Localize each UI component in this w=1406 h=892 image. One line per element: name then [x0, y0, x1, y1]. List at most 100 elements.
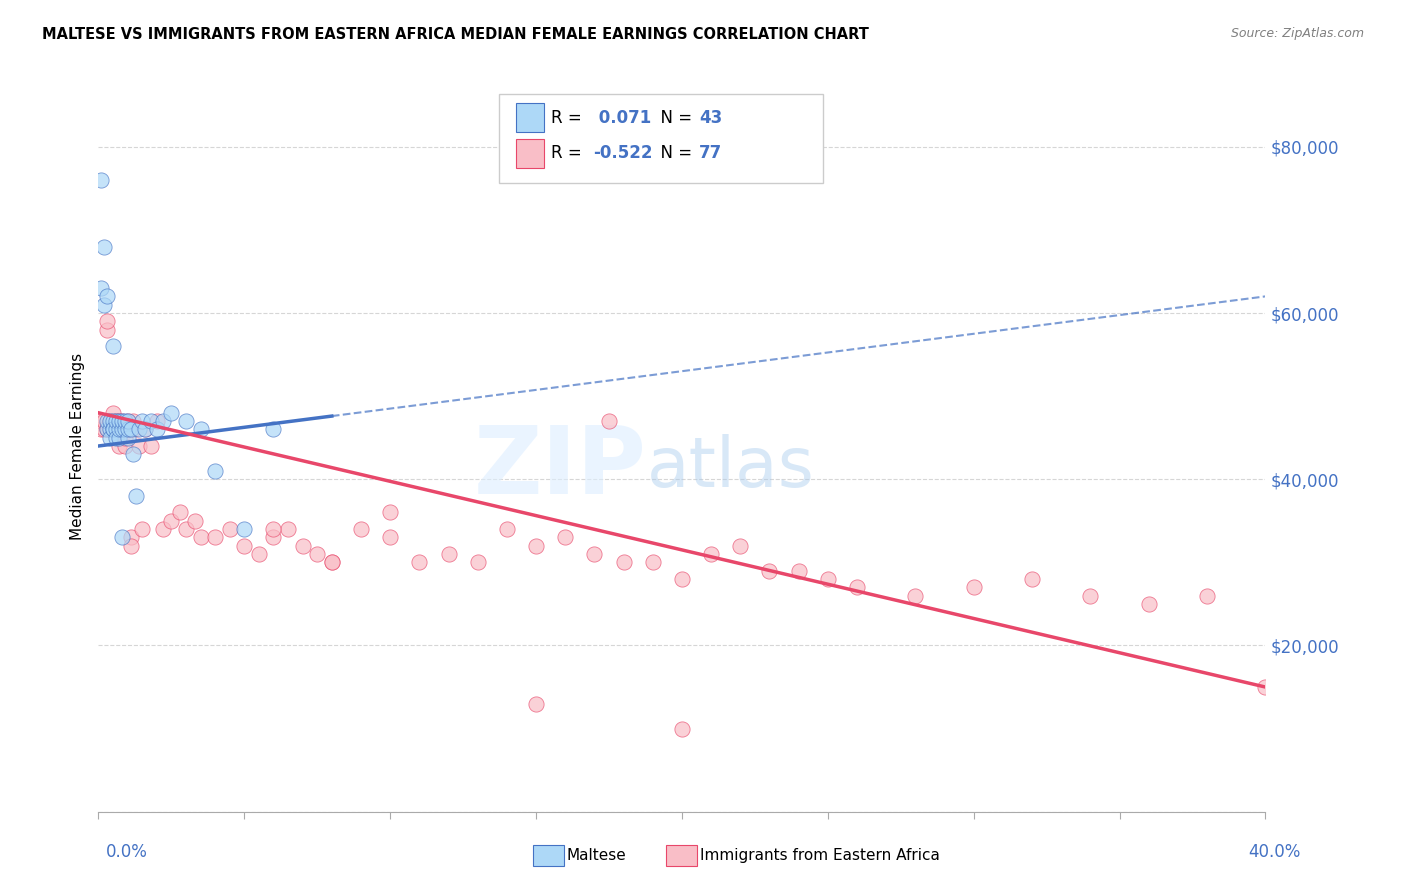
Point [291, 539, 314, 553]
Point [467, 555, 489, 569]
Text: Source: ZipAtlas.com: Source: ZipAtlas.com [1230, 27, 1364, 40]
Text: -0.522: -0.522 [593, 145, 652, 162]
Point [437, 547, 460, 561]
Point [117, 414, 139, 428]
Point [233, 522, 256, 536]
Point [104, 414, 127, 428]
Point [139, 439, 162, 453]
Point [262, 422, 284, 436]
Point [152, 522, 174, 536]
Point [190, 530, 212, 544]
Point [114, 439, 136, 453]
Point [183, 514, 205, 528]
Point [101, 406, 124, 420]
Point [93, 298, 115, 312]
Point [174, 414, 197, 428]
Point [700, 547, 723, 561]
Point [96, 422, 118, 436]
Point [408, 555, 430, 569]
Point [350, 522, 373, 536]
Point [111, 530, 134, 544]
Point [120, 530, 142, 544]
Text: atlas: atlas [647, 434, 814, 501]
Point [307, 547, 329, 561]
Point [169, 506, 191, 520]
Point [598, 414, 620, 428]
Text: MALTESE VS IMMIGRANTS FROM EASTERN AFRICA MEDIAN FEMALE EARNINGS CORRELATION CHA: MALTESE VS IMMIGRANTS FROM EASTERN AFRIC… [42, 27, 869, 42]
Point [174, 522, 197, 536]
Point [247, 547, 270, 561]
Text: Maltese: Maltese [567, 848, 626, 863]
Point [111, 414, 134, 428]
Y-axis label: Median Female Earnings: Median Female Earnings [69, 352, 84, 540]
Point [111, 422, 134, 436]
Point [96, 314, 118, 328]
Point [730, 539, 752, 553]
Point [612, 555, 634, 569]
Point [218, 522, 240, 536]
Point [321, 555, 343, 569]
Point [90, 414, 112, 428]
Point [152, 414, 174, 428]
Point [108, 439, 131, 453]
Point [134, 422, 156, 436]
Point [160, 514, 183, 528]
Point [1195, 589, 1218, 603]
Point [1080, 589, 1102, 603]
Point [104, 422, 127, 436]
Point [671, 722, 693, 736]
Text: 0.071: 0.071 [593, 109, 651, 127]
Point [108, 431, 131, 445]
Text: 77: 77 [699, 145, 723, 162]
Point [262, 530, 284, 544]
Point [962, 580, 984, 594]
Point [98, 414, 121, 428]
Point [117, 414, 139, 428]
Point [190, 422, 212, 436]
Point [90, 173, 112, 187]
Point [108, 422, 131, 436]
Point [131, 522, 153, 536]
Point [114, 414, 136, 428]
Point [122, 422, 145, 436]
Point [146, 422, 169, 436]
Point [108, 414, 131, 428]
Point [1254, 680, 1277, 694]
Point [96, 422, 118, 436]
Point [160, 406, 183, 420]
Point [93, 239, 115, 253]
Point [122, 414, 145, 428]
Point [120, 422, 142, 436]
Point [131, 414, 153, 428]
Point [101, 414, 124, 428]
Point [125, 489, 148, 503]
Point [524, 697, 547, 711]
Point [111, 414, 134, 428]
Point [524, 539, 547, 553]
Point [277, 522, 299, 536]
Point [128, 439, 150, 453]
Point [117, 422, 139, 436]
Point [204, 464, 226, 478]
Text: N =: N = [650, 109, 697, 127]
Point [96, 289, 118, 303]
Point [904, 589, 927, 603]
Point [380, 530, 402, 544]
Point [114, 431, 136, 445]
Point [321, 555, 343, 569]
Point [120, 539, 142, 553]
Point [108, 414, 131, 428]
Point [125, 422, 148, 436]
Point [758, 564, 780, 578]
Point [104, 422, 127, 436]
Point [846, 580, 869, 594]
Point [90, 281, 112, 295]
Point [380, 506, 402, 520]
Point [496, 522, 519, 536]
Text: 40.0%: 40.0% [1249, 843, 1301, 861]
Point [98, 414, 121, 428]
Point [90, 422, 112, 436]
Point [233, 539, 256, 553]
Point [1021, 572, 1043, 586]
Point [101, 339, 124, 353]
